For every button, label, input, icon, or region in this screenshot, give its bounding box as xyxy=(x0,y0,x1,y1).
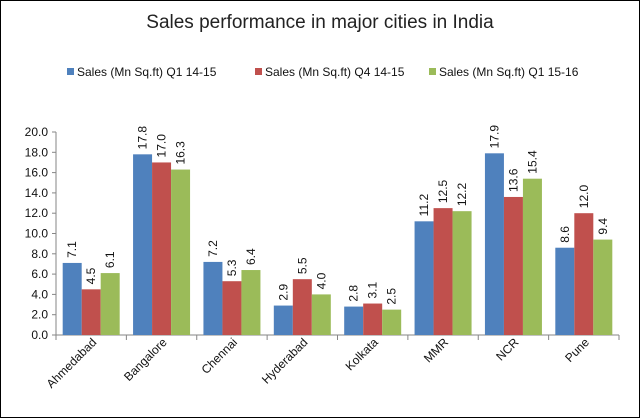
data-label: 6.4 xyxy=(244,248,258,265)
y-tick-label: 16.0 xyxy=(25,166,49,180)
legend-swatch-2 xyxy=(255,68,262,75)
bar-ncr-series-2 xyxy=(503,196,523,335)
data-label: 17.0 xyxy=(155,134,169,158)
data-label: 12.2 xyxy=(455,182,469,206)
x-tick-label: Kolkata xyxy=(343,335,381,373)
legend-swatch-3 xyxy=(429,68,436,75)
legend-label-2: Sales (Mn Sq.ft) Q4 14-15 xyxy=(265,65,405,79)
data-label: 3.1 xyxy=(366,282,380,299)
bar-kolkata-series-1 xyxy=(344,306,364,335)
y-tick-label: 0.0 xyxy=(31,328,48,342)
bars xyxy=(62,153,613,335)
data-label: 7.2 xyxy=(206,240,220,257)
x-tick-label: MMR xyxy=(421,335,451,365)
bar-hyderabad-series-2 xyxy=(292,279,312,335)
data-label: 9.4 xyxy=(596,218,610,235)
data-label: 7.1 xyxy=(65,241,79,258)
bar-ncr-series-1 xyxy=(484,153,504,335)
bar-ahmedabad-series-1 xyxy=(62,262,82,335)
bar-ahmedabad-series-3 xyxy=(100,273,120,335)
data-label: 15.4 xyxy=(525,150,539,174)
y-tick-label: 18.0 xyxy=(25,145,49,159)
bar-bangalore-series-2 xyxy=(152,162,172,335)
data-label: 8.6 xyxy=(558,226,572,243)
bar-mmr-series-3 xyxy=(452,211,472,335)
bar-mmr-series-1 xyxy=(414,221,434,335)
y-tick-label: 8.0 xyxy=(31,247,48,261)
bar-pune-series-1 xyxy=(555,247,575,335)
legend-label-1: Sales (Mn Sq.ft) Q1 14-15 xyxy=(77,65,217,79)
bar-kolkata-series-3 xyxy=(382,309,402,335)
data-label: 12.5 xyxy=(436,179,450,203)
data-label: 2.8 xyxy=(347,285,361,302)
x-tick-label: NCR xyxy=(493,335,522,364)
data-label: 4.0 xyxy=(314,272,328,289)
data-label: 5.5 xyxy=(295,257,309,274)
bar-ahmedabad-series-2 xyxy=(81,289,101,335)
legend: Sales (Mn Sq.ft) Q1 14-15 Sales (Mn Sq.ft… xyxy=(67,65,579,79)
bar-chennai-series-2 xyxy=(222,281,242,335)
y-tick-label: 6.0 xyxy=(31,267,48,281)
chart-title: Sales performance in major cities in Ind… xyxy=(146,12,494,33)
bar-hyderabad-series-1 xyxy=(273,305,293,335)
data-label: 2.9 xyxy=(276,284,290,301)
bar-bangalore-series-1 xyxy=(133,154,153,335)
y-tick-label: 4.0 xyxy=(31,287,48,301)
bar-hyderabad-series-3 xyxy=(311,294,331,335)
x-tick-label: Chennai xyxy=(199,335,241,377)
data-label: 13.6 xyxy=(506,168,520,192)
data-label: 11.2 xyxy=(417,194,431,217)
x-tick-label: Bangalore xyxy=(121,335,170,384)
y-tick-label: 20.0 xyxy=(25,125,49,139)
bar-mmr-series-2 xyxy=(433,208,453,335)
bar-chennai-series-1 xyxy=(203,261,223,335)
bar-pune-series-2 xyxy=(574,213,594,335)
y-tick-label: 2.0 xyxy=(31,308,48,322)
data-label: 5.3 xyxy=(225,259,239,276)
legend-label-3: Sales (Mn Sq.ft) Q1 15-16 xyxy=(439,65,579,79)
y-tick-label: 14.0 xyxy=(25,186,49,200)
x-tick-label: Pune xyxy=(562,335,592,365)
data-labels: 7.1 4.5 6.1 17.8 17.0 16.3 7.2 5.3 6.4 2.9 5.5 4.0 2… xyxy=(65,125,610,305)
data-label: 2.5 xyxy=(385,288,399,305)
data-label: 6.1 xyxy=(103,251,117,268)
bar-ncr-series-3 xyxy=(522,178,542,335)
bar-bangalore-series-3 xyxy=(171,169,191,335)
legend-swatch-1 xyxy=(67,68,74,75)
bar-pune-series-3 xyxy=(593,239,613,335)
y-tick-label: 12.0 xyxy=(25,206,49,220)
x-tick-label: Hyderabad xyxy=(259,335,310,386)
data-label: 4.5 xyxy=(84,267,98,284)
data-label: 16.3 xyxy=(174,141,188,165)
y-tick-label: 10.0 xyxy=(25,227,49,241)
data-label: 17.8 xyxy=(136,126,150,150)
x-tick-label: Ahmedabad xyxy=(44,335,100,391)
bar-kolkata-series-2 xyxy=(363,303,383,335)
data-label: 12.0 xyxy=(577,185,591,209)
data-label: 17.9 xyxy=(487,125,501,149)
bar-chennai-series-3 xyxy=(241,270,261,335)
